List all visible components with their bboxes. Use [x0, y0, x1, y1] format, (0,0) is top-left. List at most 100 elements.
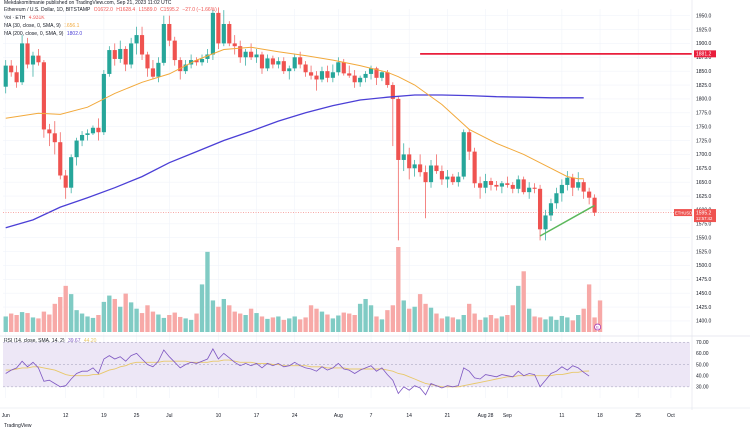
- volume-bar: [36, 318, 41, 332]
- volume-bar: [526, 308, 532, 332]
- time-tick-label: Aug 28: [478, 413, 494, 419]
- volume-bar: [85, 316, 90, 332]
- earnings-marker-text: E: [596, 325, 599, 330]
- volume-bar: [450, 317, 456, 332]
- ma200-value: 1802.0: [66, 31, 83, 37]
- volume-bar: [167, 315, 172, 332]
- candle-body: [20, 43, 25, 83]
- candle-body: [101, 73, 106, 133]
- volume-bar: [385, 310, 390, 332]
- price-tick-label: 1475.0: [696, 277, 712, 283]
- volume-bar: [319, 311, 325, 332]
- candle-body: [194, 60, 199, 63]
- candle-body: [418, 164, 423, 173]
- rsi-label[interactable]: RSI (14, close, SMA, 14, 2): [4, 338, 65, 344]
- volume-bar: [341, 312, 346, 332]
- volume-bar: [79, 313, 85, 332]
- axes: 1950.0 1925.0 1900.0 1875.0 1850.0 1825.0 1800…: [0, 0, 750, 419]
- volume-bar: [505, 315, 510, 332]
- resistance-badge-text: 1881.2: [696, 52, 712, 58]
- candle-body: [30, 55, 36, 65]
- candle-body: [527, 187, 532, 193]
- rsi-tick-label: 50.00: [696, 362, 709, 368]
- candle-body: [298, 57, 303, 65]
- volume-bar: [161, 317, 167, 332]
- candle-body: [172, 40, 177, 61]
- ma30-label[interactable]: MA (30, close, 0, SMA, 9): [4, 23, 61, 29]
- rsi-line: [5, 348, 590, 396]
- volume-bar: [41, 311, 47, 332]
- price-tick-label: 1450.0: [696, 291, 712, 297]
- candle-body: [36, 55, 41, 63]
- volume-bar: [210, 300, 216, 332]
- volume-bar: [456, 319, 461, 332]
- candle-body: [499, 183, 504, 187]
- volume-bar: [466, 303, 472, 332]
- volume-bar: [216, 306, 221, 332]
- candle-body: [281, 61, 286, 72]
- candle-body: [210, 12, 215, 55]
- candle-body: [554, 193, 559, 204]
- candle-body: [412, 164, 417, 169]
- candle-body: [570, 177, 575, 188]
- candle-body: [450, 176, 455, 183]
- candle-body: [238, 46, 243, 58]
- volume-bar: [194, 313, 199, 332]
- candle-body: [69, 157, 74, 188]
- candle-body: [249, 51, 254, 58]
- volume-bar: [123, 293, 128, 332]
- candle-body: [221, 23, 226, 44]
- volume-bar: [172, 312, 177, 332]
- candle-body: [74, 140, 79, 158]
- volume-bar: [287, 318, 292, 332]
- volume-bar: [205, 251, 210, 332]
- ma30-line: [5, 46, 584, 180]
- candle-body: [379, 72, 385, 78]
- rsi-tick-label: 70.00: [696, 340, 709, 346]
- volume-bar: [423, 303, 428, 332]
- candle-body: [139, 35, 145, 55]
- candle-body: [227, 23, 232, 44]
- volume-bar: [248, 308, 254, 332]
- candle-body: [178, 60, 183, 72]
- price-tick-label: 1625.0: [696, 194, 712, 200]
- candle-body: [270, 58, 275, 65]
- candle-body: [510, 184, 515, 189]
- price-tick-label: 1800.0: [696, 97, 712, 103]
- tradingview-logo[interactable]: TradingView: [4, 423, 32, 429]
- symbol-name[interactable]: Ethereum / U.S. Dollar, 1D, BITSTAMP: [4, 7, 91, 13]
- volume-bar: [336, 315, 341, 332]
- last-price-badge-text: 1595.2: [696, 210, 712, 216]
- volume-bar: [8, 313, 14, 332]
- overlay-lines: [3, 46, 692, 237]
- volume-bar: [128, 302, 134, 332]
- volume-bar: [265, 318, 270, 332]
- candle-body: [79, 134, 85, 141]
- symbol-badge: [674, 209, 692, 217]
- ma200-label[interactable]: MA (200, close, 0, SMA, 9): [4, 31, 64, 37]
- volume-bar: [270, 317, 276, 332]
- candle-body: [521, 179, 526, 193]
- ohlc-open: O1622.0: [93, 7, 113, 13]
- volume-bar: [554, 319, 559, 332]
- candle-body: [516, 179, 521, 189]
- volume-bar: [439, 318, 445, 332]
- candle-body: [216, 12, 221, 44]
- candle-body: [199, 58, 205, 63]
- volume-bar: [570, 320, 575, 332]
- volume-bar: [118, 306, 123, 332]
- price-tick-label: 1700.0: [696, 152, 712, 158]
- price-tick-label: 1875.0: [696, 55, 712, 61]
- volume-bar: [390, 305, 396, 332]
- candle-body: [472, 151, 477, 184]
- last-price-badge: [694, 209, 716, 223]
- candle-body: [254, 54, 259, 58]
- volume-bar: [58, 297, 63, 332]
- candle-body: [352, 75, 357, 83]
- price-tick-label: 1650.0: [696, 180, 712, 186]
- volume-bar: [314, 308, 319, 332]
- volume-bar: [96, 315, 101, 332]
- volume-bar: [276, 316, 281, 332]
- volume-label[interactable]: Vol · ETH: [4, 15, 26, 21]
